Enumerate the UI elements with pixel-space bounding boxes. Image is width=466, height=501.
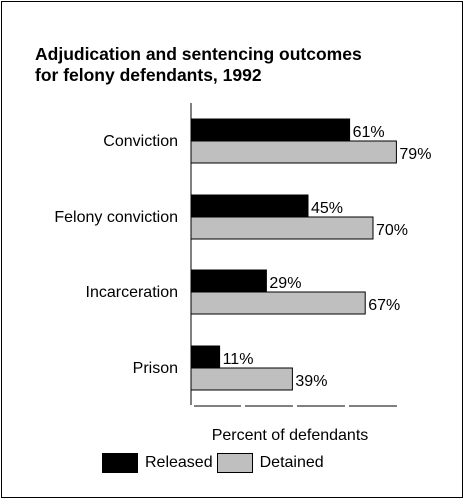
bar-detained-prison [190,367,293,391]
legend: Released Detained [102,453,328,473]
bar-released-felony-conviction [190,194,309,218]
bar-detained-conviction [190,140,397,164]
bar-detained-felony-conviction [190,216,374,240]
data-label-detained-felony-conviction: 70% [376,222,408,239]
legend-label-released: Released [145,454,213,471]
data-label-released-conviction: 61% [353,124,385,141]
bar-released-conviction [190,118,351,142]
data-label-released-felony-conviction: 45% [311,200,343,217]
category-label-felony-conviction: Felony conviction [54,209,178,226]
category-label-prison: Prison [133,360,178,377]
bar-released-incarceration [190,269,267,293]
x-axis-label: Percent of defendants [212,427,369,444]
legend-swatch-detained [216,453,253,473]
data-label-detained-incarceration: 67% [368,297,400,314]
chart-title-line-2: for felony defendants, 1992 [35,65,262,85]
legend-swatch-released [102,453,138,473]
chart-title: Adjudication and sentencing outcomes for… [35,44,362,86]
data-label-released-incarceration: 29% [269,275,301,292]
chart-title-line-1: Adjudication and sentencing outcomes [35,44,362,64]
bars-layer: Conviction 61% 79% Felony conviction 45% 70% I… [54,118,431,391]
legend-label-detained: Detained [259,454,324,471]
category-label-incarceration: Incarceration [86,284,179,301]
bar-released-prison [190,345,221,369]
category-label-conviction: Conviction [103,133,178,150]
data-label-detained-conviction: 79% [399,146,431,163]
bar-detained-incarceration [190,291,366,315]
data-label-detained-prison: 39% [295,373,327,390]
data-label-released-prison: 11% [223,351,254,368]
